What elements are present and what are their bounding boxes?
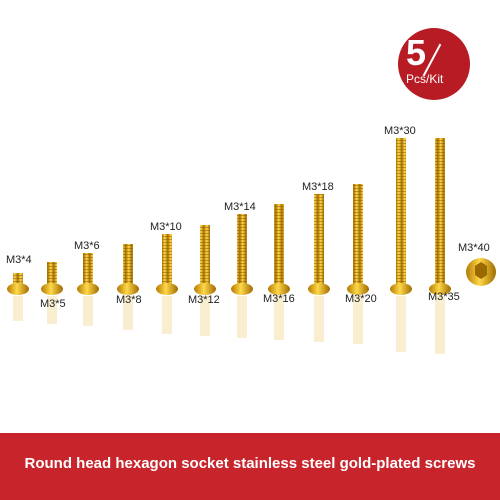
quantity-badge: 5 Pcs/Kit (398, 28, 470, 100)
screw-illustrations (7, 138, 496, 354)
label-m3x16: M3*16 (263, 293, 295, 305)
screw-m3x4 (7, 273, 29, 295)
label-m3x4: M3*4 (6, 254, 32, 266)
label-m3x12: M3*12 (188, 294, 220, 306)
label-m3x14: M3*14 (224, 201, 256, 213)
title-banner (0, 433, 500, 500)
screw-m3x16 (268, 204, 290, 295)
badge-count: 5 (406, 32, 427, 73)
label-m3x35: M3*35 (428, 291, 460, 303)
label-m3x8: M3*8 (116, 294, 142, 306)
screw-m3x35 (429, 138, 451, 295)
badge-unit: Pcs/Kit (406, 72, 444, 86)
screw-m3x10 (156, 234, 178, 295)
screw-m3x18 (308, 194, 330, 295)
label-m3x20: M3*20 (345, 293, 377, 305)
screw-m3x8 (117, 244, 139, 295)
label-m3x40: M3*40 (458, 242, 490, 254)
screw-m3x30 (390, 138, 412, 295)
screw-m3x40 (466, 258, 496, 286)
screw-m3x6 (77, 253, 99, 295)
label-m3x30: M3*30 (384, 125, 416, 137)
screw-m3x14 (231, 214, 253, 295)
label-m3x6: M3*6 (74, 240, 100, 252)
screw-m3x5 (41, 262, 63, 295)
banner-title: Round head hexagon socket stainless stee… (24, 455, 476, 472)
label-m3x18: M3*18 (302, 181, 334, 193)
label-m3x5: M3*5 (40, 298, 66, 310)
screw-m3x12 (194, 225, 216, 295)
label-m3x10: M3*10 (150, 221, 182, 233)
screw-m3x20 (347, 184, 369, 295)
